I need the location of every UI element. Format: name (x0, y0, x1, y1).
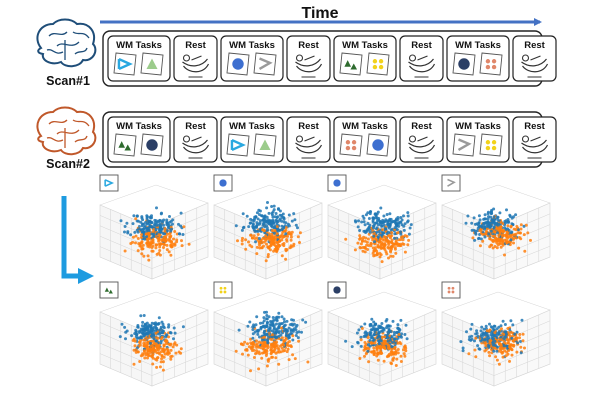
scan-2-block-1: WM Tasks (107, 116, 171, 163)
stimulus-card-icon (226, 52, 250, 76)
stimulus-card-icon (140, 52, 164, 76)
rest-label: Rest (411, 40, 432, 51)
scatter-points (234, 310, 310, 373)
scan-2-block-5: WM Tasks (333, 116, 397, 163)
time-label: Time (301, 5, 338, 22)
rest-figure-icon (408, 54, 436, 78)
stimulus-card-icon (253, 52, 277, 76)
scatter-panel-1 (99, 174, 209, 280)
stimulus-tag-icon (441, 174, 461, 192)
stimulus-tag-icon (327, 281, 347, 299)
scatter-panel-7 (327, 281, 437, 387)
scan-1-block-2: Rest (173, 35, 218, 82)
stimulus-tag-icon (441, 281, 461, 299)
scan-2-block-8: Rest (512, 116, 557, 163)
scatter-points (118, 314, 185, 372)
rest-label: Rest (298, 121, 319, 132)
scatter-points (344, 206, 413, 264)
scan-1-block-1: WM Tasks (107, 35, 171, 82)
stimulus-card-icon (366, 52, 390, 76)
scan-2-block-2: Rest (173, 116, 218, 163)
scatter-points (119, 206, 191, 262)
rest-figure-icon (182, 54, 210, 78)
scan-2-block-7: WM Tasks (446, 116, 510, 163)
stimulus-card-icon (479, 133, 503, 157)
stimulus-card-icon (226, 133, 250, 157)
stimulus-card-icon (479, 52, 503, 76)
rest-label: Rest (298, 40, 319, 51)
scan-1-block-4: Rest (286, 35, 331, 82)
wm-tasks-label: WM Tasks (229, 121, 275, 132)
scan-2-block-4: Rest (286, 116, 331, 163)
stimulus-tag-icon (213, 174, 233, 192)
rest-label: Rest (185, 40, 206, 51)
rest-figure-icon (182, 135, 210, 159)
rest-figure-icon (408, 135, 436, 159)
scatter-panel-2 (213, 174, 323, 280)
stimulus-card-icon (253, 133, 277, 157)
scatter-panel-8 (441, 281, 551, 387)
flow-arrow (61, 196, 94, 284)
scan-2-label: Scan#2 (46, 157, 90, 171)
stimulus-card-icon (452, 52, 476, 76)
scan-1-block-6: Rest (399, 35, 444, 82)
scan-2-block-6: Rest (399, 116, 444, 163)
stimulus-tag-icon (213, 281, 233, 299)
stimulus-card-icon (366, 133, 390, 157)
brain-icon-scan-2 (36, 106, 97, 156)
stimulus-card-icon (113, 133, 137, 157)
rest-label: Rest (524, 40, 545, 51)
scatter-panel-6 (213, 281, 323, 387)
scan-1-label: Scan#1 (46, 74, 90, 88)
scan-1-block-3: WM Tasks (220, 35, 284, 82)
scatter-points (234, 201, 302, 263)
wm-tasks-label: WM Tasks (455, 40, 501, 51)
wm-tasks-label: WM Tasks (342, 40, 388, 51)
stimulus-tag-icon (99, 281, 119, 299)
scatter-panel-4 (441, 174, 551, 280)
rest-figure-icon (295, 54, 323, 78)
stimulus-card-icon (339, 52, 363, 76)
stimulus-card-icon (113, 52, 137, 76)
scan-1-block-5: WM Tasks (333, 35, 397, 82)
wm-tasks-label: WM Tasks (455, 121, 501, 132)
scan-2-block-3: WM Tasks (220, 116, 284, 163)
wm-tasks-label: WM Tasks (116, 40, 162, 51)
rest-figure-icon (521, 54, 549, 78)
rest-label: Rest (524, 121, 545, 132)
brain-icon-scan-1 (36, 18, 97, 68)
scatter-panel-3 (327, 174, 437, 280)
rest-figure-icon (521, 135, 549, 159)
stimulus-tag-icon (99, 174, 119, 192)
rest-label: Rest (185, 121, 206, 132)
stimulus-card-icon (452, 133, 476, 157)
scatter-panel-5 (99, 281, 209, 387)
stimulus-card-icon (140, 133, 164, 157)
wm-tasks-label: WM Tasks (116, 121, 162, 132)
scatter-points (459, 318, 526, 366)
stimulus-tag-icon (327, 174, 347, 192)
rest-label: Rest (411, 121, 432, 132)
scan-1-block-8: Rest (512, 35, 557, 82)
rest-figure-icon (295, 135, 323, 159)
scatter-points (344, 317, 409, 367)
scan-1-block-7: WM Tasks (446, 35, 510, 82)
stimulus-card-icon (339, 133, 363, 157)
wm-tasks-label: WM Tasks (229, 40, 275, 51)
scatter-points (464, 207, 532, 257)
wm-tasks-label: WM Tasks (342, 121, 388, 132)
